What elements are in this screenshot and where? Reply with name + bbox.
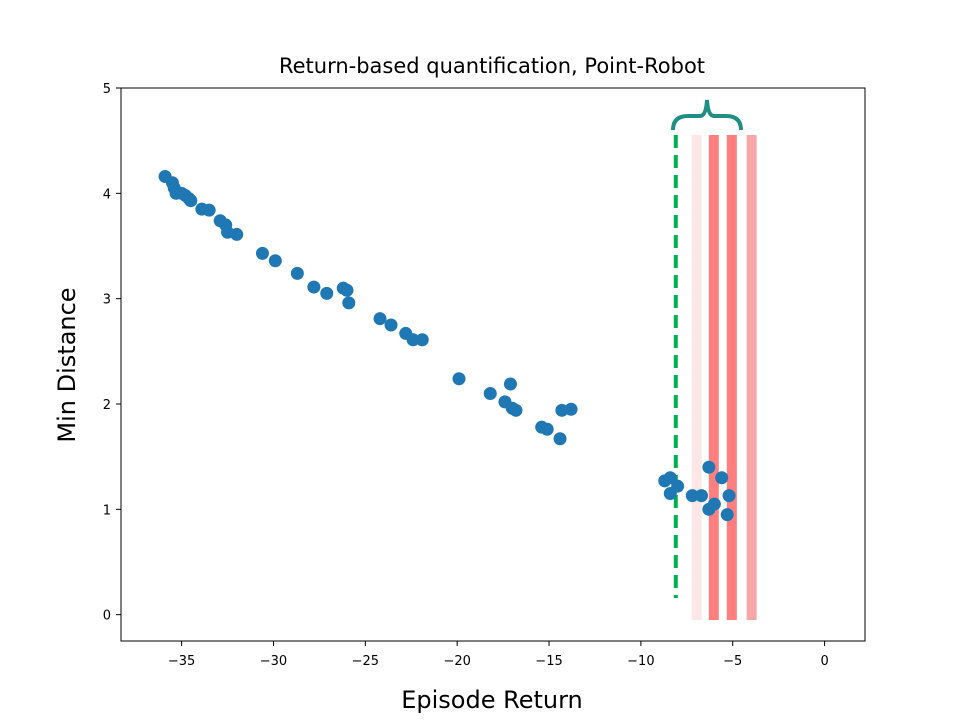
x-tick-label: 0 — [820, 654, 828, 669]
point — [320, 286, 334, 300]
brace — [671, 99, 743, 131]
point — [564, 402, 578, 416]
point — [230, 227, 244, 241]
point — [268, 254, 282, 268]
plot-frame — [120, 87, 866, 642]
point — [663, 471, 677, 485]
y-tick-label: 2 — [103, 398, 111, 413]
point — [384, 318, 398, 332]
point — [695, 489, 709, 503]
x-tick-label: −20 — [443, 654, 470, 669]
point — [707, 497, 721, 511]
y-tick-label: 5 — [103, 82, 111, 97]
point — [702, 460, 716, 474]
point — [685, 489, 699, 503]
point — [342, 296, 356, 310]
point — [722, 489, 736, 503]
point — [715, 471, 729, 485]
chart-title: Return-based quantification, Point-Robot — [279, 54, 705, 78]
point — [671, 479, 685, 493]
y-tick-label: 3 — [103, 293, 111, 308]
x-tick-label: −5 — [723, 654, 742, 669]
x-tick-label: −15 — [535, 654, 562, 669]
points — [158, 169, 736, 522]
point — [452, 372, 466, 386]
y-tick-label: 0 — [103, 609, 111, 624]
x-tick-label: −35 — [168, 654, 195, 669]
point — [184, 194, 198, 208]
point — [373, 312, 387, 326]
y-tick-label: 4 — [103, 187, 111, 202]
x-tick-label: −30 — [260, 654, 287, 669]
y-tick-label: 1 — [103, 503, 111, 518]
point — [483, 386, 497, 400]
point — [553, 432, 567, 446]
point — [540, 422, 554, 436]
point — [406, 333, 420, 347]
point — [503, 377, 517, 391]
y-axis-label: Min Distance — [53, 287, 81, 442]
point — [340, 283, 354, 297]
point — [720, 508, 734, 522]
x-tick-label: −10 — [627, 654, 654, 669]
point — [415, 333, 429, 347]
annotation-lines — [673, 135, 757, 620]
x-tick-label: −25 — [352, 654, 379, 669]
point — [290, 266, 304, 280]
point — [255, 246, 269, 260]
point — [202, 203, 216, 217]
point — [509, 403, 523, 417]
x-axis-label: Episode Return — [401, 686, 583, 714]
point — [307, 280, 321, 294]
